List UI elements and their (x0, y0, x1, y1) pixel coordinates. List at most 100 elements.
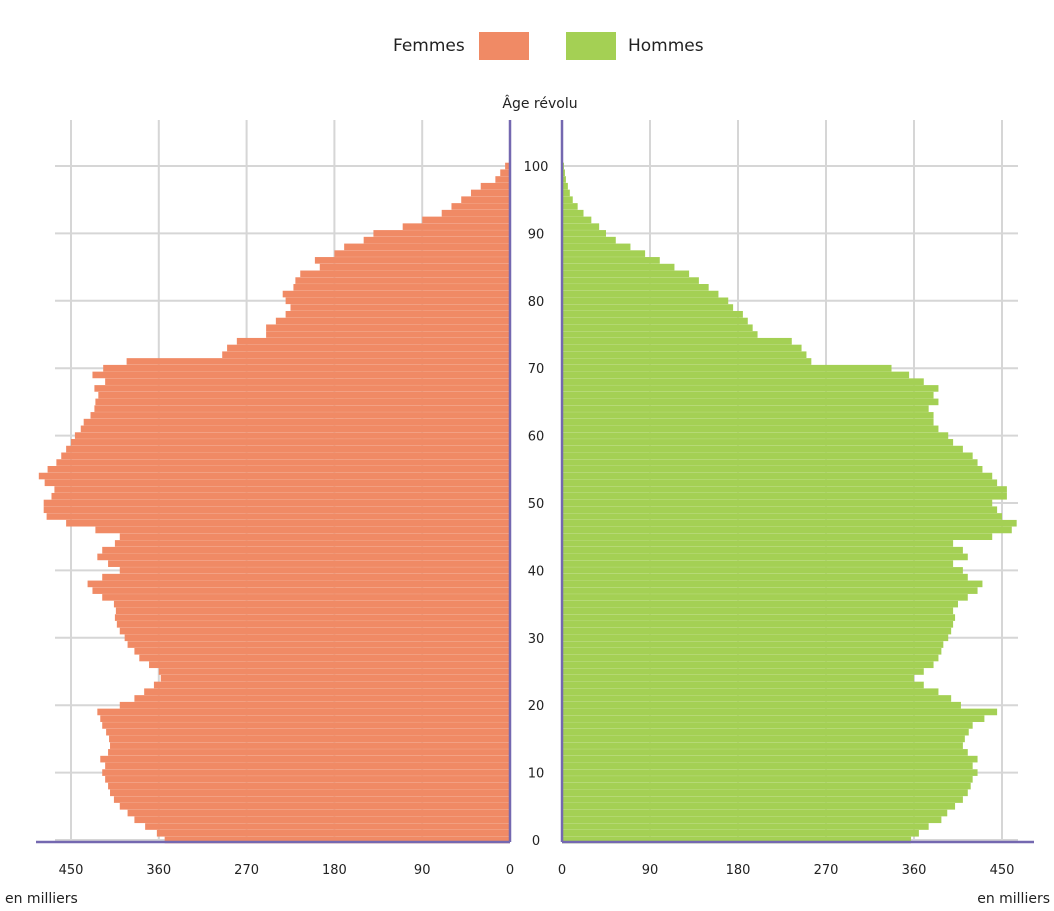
bar-femmes-age-76 (266, 324, 510, 332)
legend-hommes-label: Hommes (628, 36, 704, 56)
bar-femmes-age-70 (103, 364, 511, 372)
bar-femmes-age-11 (105, 762, 511, 770)
bar-hommes-age-29 (562, 641, 944, 648)
bar-hommes-age-58 (562, 445, 963, 453)
bar-femmes-age-24 (160, 674, 511, 682)
bar-hommes-age-64 (562, 405, 929, 412)
bar-hommes-age-87 (562, 250, 646, 257)
bar-femmes-age-88 (344, 243, 510, 251)
bar-hommes-age-61 (562, 425, 939, 433)
center-axis-label: Âge révolu (502, 94, 577, 112)
bar-femmes-age-57 (61, 452, 510, 460)
bar-hommes-age-30 (562, 634, 949, 642)
bar-femmes-age-30 (124, 634, 511, 642)
bar-hommes-age-10 (562, 769, 978, 776)
age-tick-label: 90 (528, 227, 545, 242)
bar-femmes-age-19 (97, 708, 510, 716)
bar-femmes-age-68 (105, 378, 511, 385)
bar-hommes-age-55 (562, 465, 983, 473)
bar-hommes-age-1 (562, 829, 919, 837)
bar-femmes-age-12 (100, 755, 511, 763)
bar-femmes-age-89 (363, 236, 510, 244)
bar-hommes-age-63 (562, 412, 934, 419)
bar-hommes-age-84 (562, 270, 690, 278)
bar-femmes-age-8 (108, 782, 511, 790)
bar-femmes-age-91 (402, 223, 510, 230)
bar-femmes-age-72 (222, 351, 510, 359)
age-tick-label: 20 (528, 699, 545, 714)
bar-hommes-age-89 (562, 236, 616, 244)
bar-femmes-age-36 (102, 594, 511, 601)
bar-femmes-age-79 (290, 304, 510, 311)
bar-femmes-age-87 (334, 250, 510, 257)
bar-femmes-age-60 (74, 432, 510, 439)
legend-hommes-swatch (566, 32, 616, 60)
bar-hommes-age-53 (562, 479, 998, 487)
bar-hommes-age-80 (562, 297, 729, 305)
bar-hommes-age-81 (562, 290, 719, 298)
bar-hommes-age-37 (562, 587, 978, 594)
bar-femmes-age-37 (92, 587, 510, 594)
bar-femmes-age-22 (144, 688, 510, 696)
bar-hommes-age-94 (562, 203, 578, 210)
bar-femmes-age-59 (71, 439, 510, 446)
bar-femmes-age-51 (51, 492, 510, 500)
bar-hommes-age-0 (562, 836, 912, 844)
bar-hommes-age-17 (562, 722, 973, 729)
bar-femmes-age-31 (119, 627, 511, 635)
bar-hommes-age-51 (562, 492, 1007, 500)
bar-femmes-age-15 (109, 735, 511, 743)
bar-femmes-age-77 (275, 317, 510, 325)
bar-hommes-age-56 (562, 459, 978, 466)
value-tick-label-right: 90 (642, 863, 659, 878)
bar-femmes-age-55 (47, 465, 510, 473)
bar-hommes-age-92 (562, 216, 592, 224)
bar-femmes-age-50 (43, 499, 510, 507)
bar-hommes-age-50 (562, 499, 993, 507)
bar-hommes-age-43 (562, 546, 963, 554)
bar-hommes-age-9 (562, 776, 973, 783)
bar-hommes-age-23 (562, 681, 924, 689)
bar-femmes-age-33 (114, 614, 511, 621)
bar-femmes-age-3 (134, 816, 510, 824)
bar-hommes-age-33 (562, 614, 956, 621)
bar-femmes-age-49 (43, 506, 510, 514)
bar-femmes-age-81 (282, 290, 510, 298)
bar-femmes-age-85 (319, 263, 510, 271)
value-tick-label-left: 90 (414, 863, 431, 878)
bar-hommes-age-88 (562, 243, 631, 251)
legend-femmes: Femmes (393, 32, 529, 60)
value-tick-label-right: 360 (902, 863, 927, 878)
age-tick-label: 10 (528, 767, 545, 782)
bar-femmes-age-65 (95, 398, 510, 406)
value-tick-label-right: 270 (814, 863, 839, 878)
bar-hommes-age-49 (562, 506, 998, 514)
bar-femmes-age-71 (126, 358, 511, 365)
bar-femmes-age-80 (285, 297, 510, 305)
bar-femmes-age-95 (461, 196, 510, 204)
bar-femmes-age-52 (54, 486, 510, 493)
x-unit-label-left: en milliers (5, 891, 78, 907)
value-tick-label-left: 180 (322, 863, 347, 878)
bar-hommes-age-85 (562, 263, 675, 271)
bar-hommes-age-83 (562, 277, 699, 284)
bar-femmes-age-73 (227, 344, 511, 352)
age-tick-label: 40 (528, 564, 545, 579)
bar-hommes-age-44 (562, 540, 954, 547)
bar-femmes-age-90 (373, 230, 510, 237)
bar-hommes-age-57 (562, 452, 973, 460)
bar-hommes-age-48 (562, 513, 1002, 520)
bar-hommes-age-41 (562, 560, 954, 567)
bar-hommes-age-31 (562, 627, 952, 635)
bar-hommes-age-5 (562, 802, 956, 810)
bar-hommes-age-73 (562, 344, 802, 352)
bar-hommes-age-98 (562, 176, 566, 183)
bar-hommes-age-65 (562, 398, 939, 406)
bar-femmes-age-75 (266, 331, 510, 338)
axis-labels: 0 10 20 30 40 50 60 70 80 90 100 0 0 90 90 180 180 270 270… (59, 160, 1015, 878)
bar-femmes-age-58 (66, 445, 510, 453)
bar-femmes-age-45 (119, 533, 511, 541)
axes (36, 120, 1034, 844)
bar-hommes-age-71 (562, 358, 812, 365)
bar-hommes-age-54 (562, 472, 993, 480)
